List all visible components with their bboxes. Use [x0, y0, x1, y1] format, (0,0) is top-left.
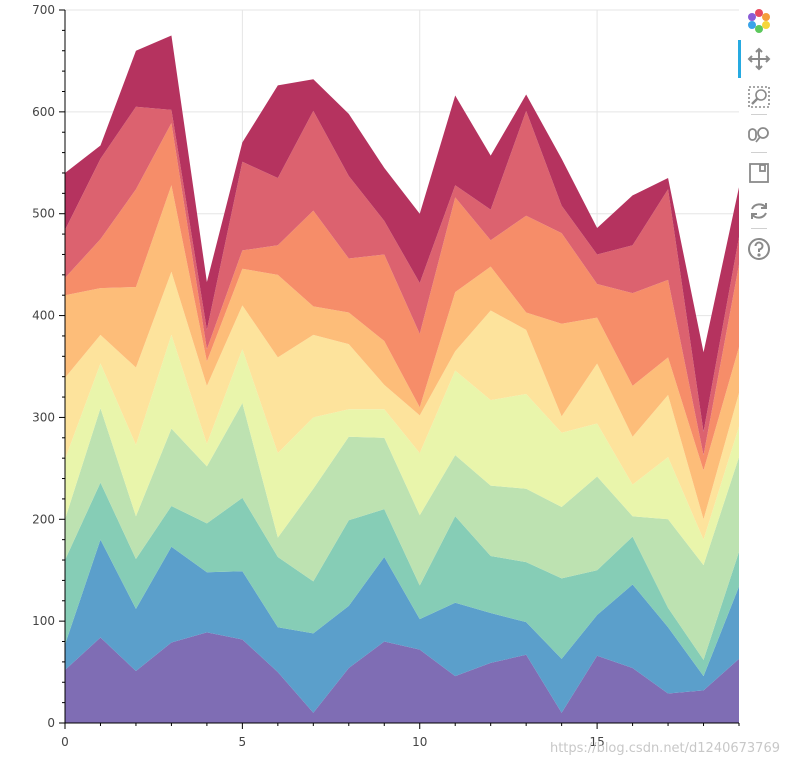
x-tick-label: 15	[589, 735, 604, 749]
pan-icon[interactable]	[744, 44, 774, 74]
y-tick-label: 500	[32, 207, 55, 221]
area-series-y4	[65, 334, 739, 566]
y-tick-label: 700	[32, 3, 55, 17]
area-series-y2	[65, 482, 739, 677]
area-series-y8	[65, 106, 739, 456]
area-series-y6	[65, 185, 739, 520]
chart-toolbar	[738, 4, 788, 276]
area-series	[65, 35, 739, 723]
bokeh-logo-icon[interactable]	[744, 6, 774, 36]
y-tick-label: 300	[32, 410, 55, 424]
active-tool-indicator	[738, 40, 741, 78]
area-series-y0	[65, 632, 739, 723]
area-series-y5	[65, 271, 739, 540]
help-icon[interactable]	[744, 234, 774, 264]
y-tick-label: 100	[32, 614, 55, 628]
area-series-y1	[65, 539, 739, 713]
y-tick-label: 600	[32, 105, 55, 119]
toolbar-separator	[751, 114, 767, 115]
save-icon[interactable]	[744, 158, 774, 188]
toolbar-separator	[751, 228, 767, 229]
wheel-zoom-icon[interactable]	[744, 120, 774, 150]
x-tick-label: 10	[412, 735, 427, 749]
toolbar-separator	[751, 152, 767, 153]
x-tick-label: 5	[239, 735, 247, 749]
box-zoom-icon[interactable]	[744, 82, 774, 112]
area-series-y3	[65, 403, 739, 660]
area-series-y7	[65, 123, 739, 471]
watermark-text: https://blog.csdn.net/d1240673769	[549, 741, 780, 756]
y-tick-label: 200	[32, 512, 55, 526]
y-tick-label: 0	[47, 716, 55, 730]
axes: 0 100 200 300 400 500 600 700 0 5 10 15	[32, 3, 740, 749]
x-tick-label: 0	[61, 735, 69, 749]
reset-icon[interactable]	[744, 196, 774, 226]
area-series-y9	[65, 35, 739, 432]
y-tick-label: 400	[32, 309, 55, 323]
